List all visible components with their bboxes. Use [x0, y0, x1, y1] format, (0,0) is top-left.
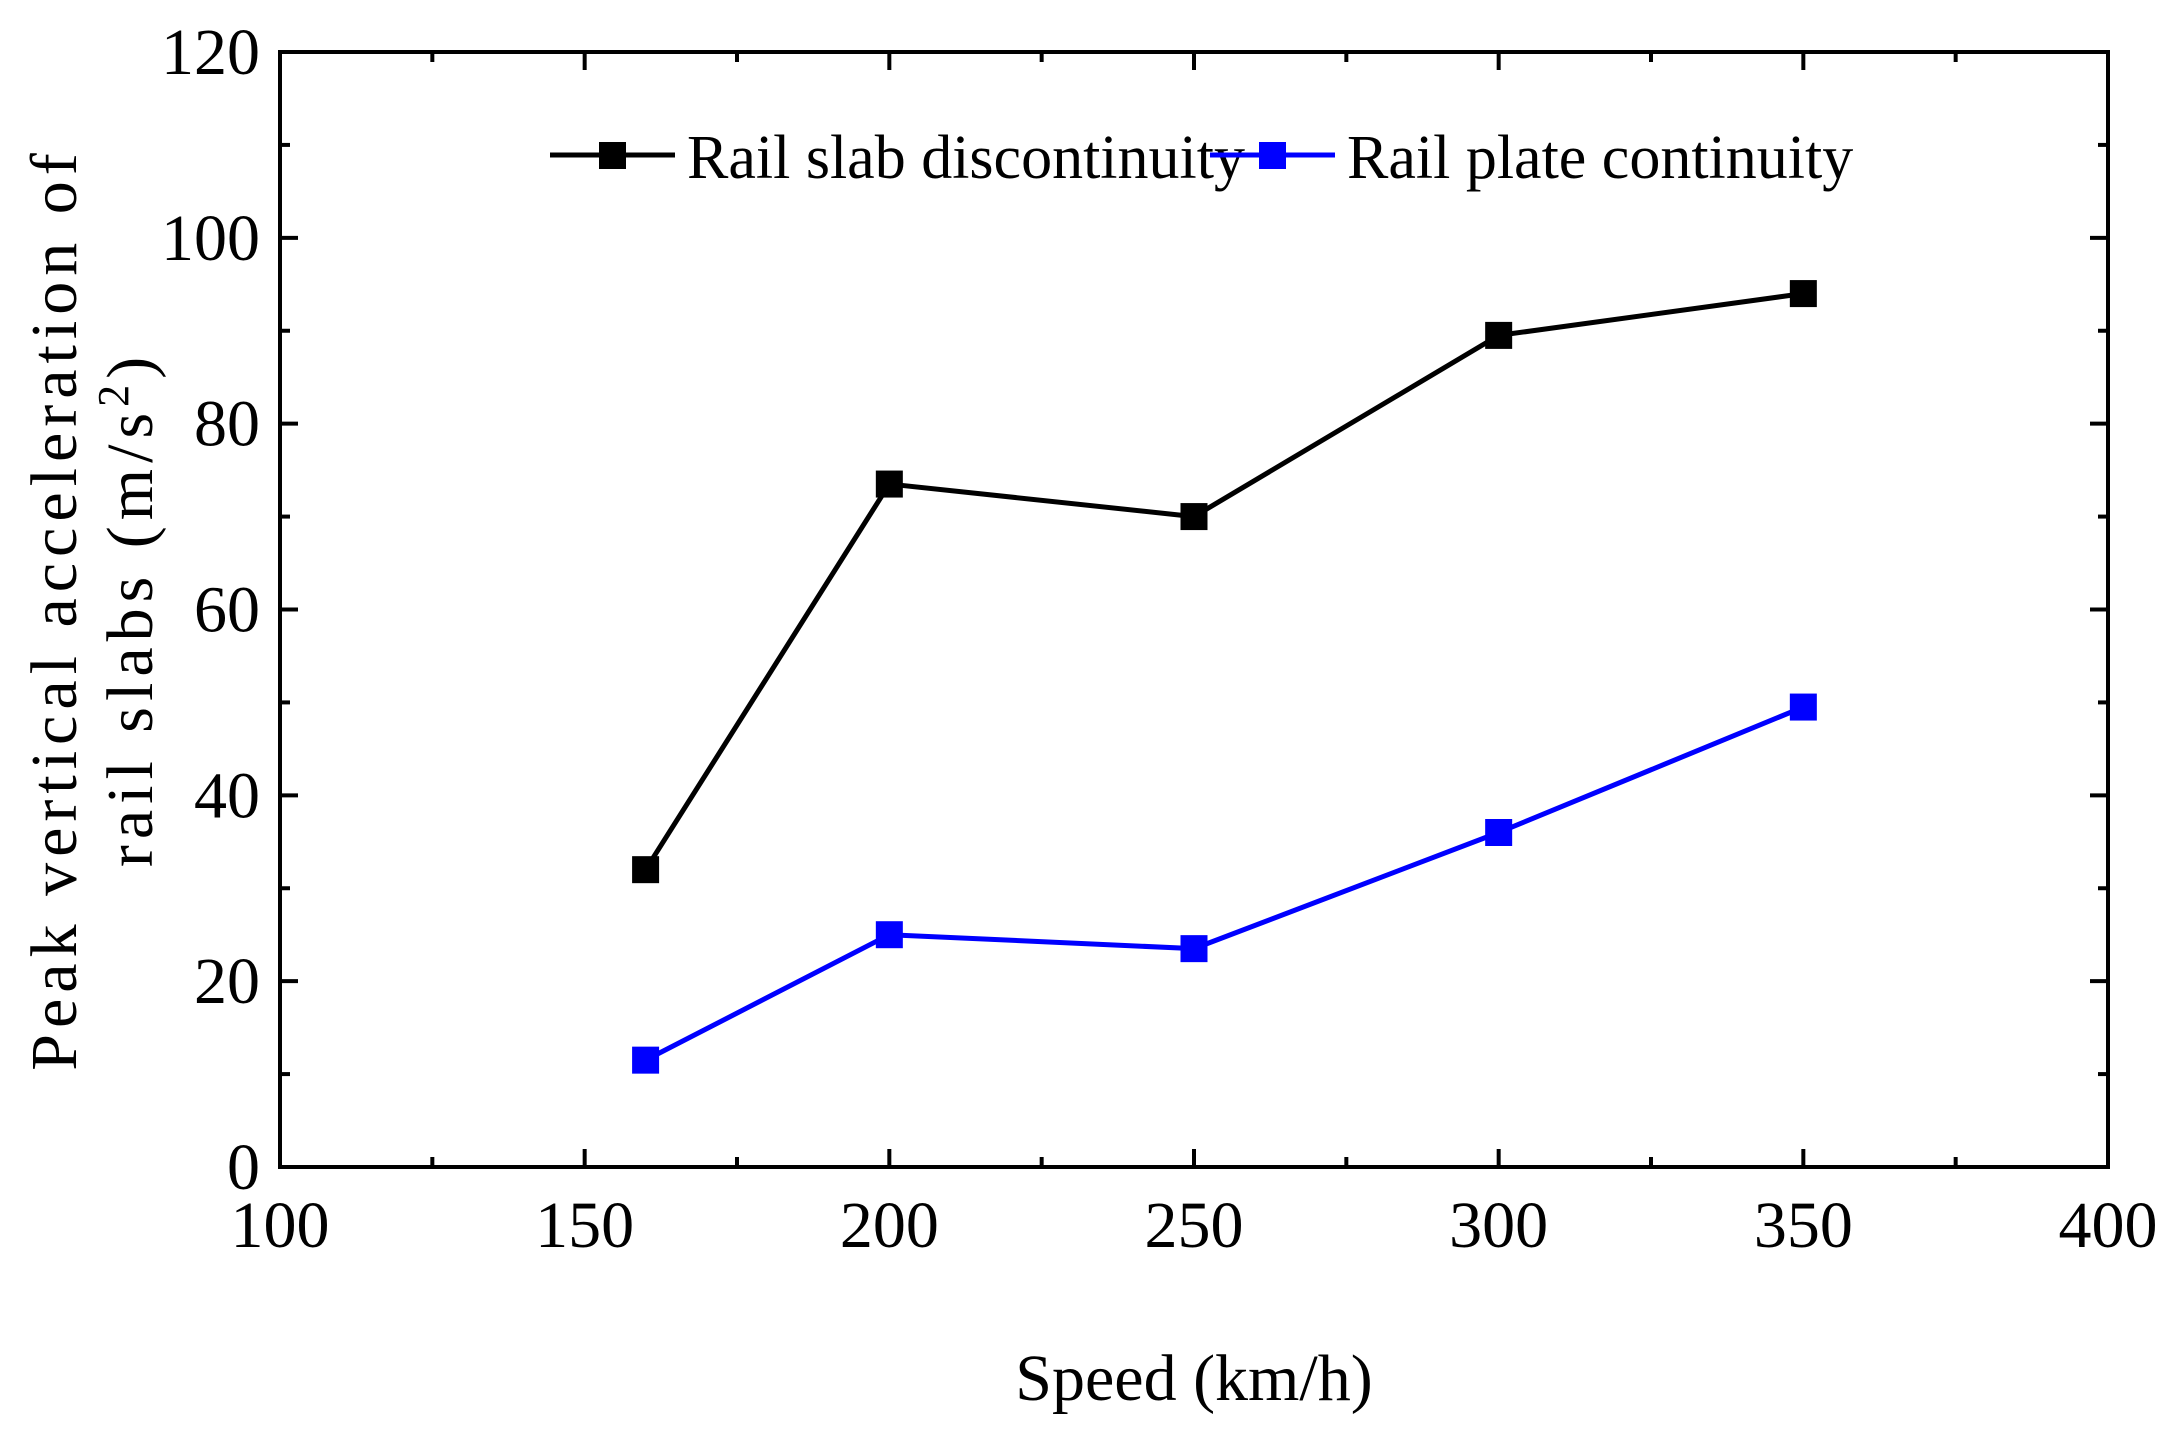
x-axis-title: Speed (km/h): [1015, 1342, 1372, 1415]
y-tick-label: 100: [161, 202, 260, 275]
y-axis-title-close: ): [94, 351, 167, 379]
plot-frame: [278, 50, 2110, 1169]
y-tick-label: 60: [194, 574, 260, 647]
legend-label-series-2: Rail plate continuity: [1347, 124, 1853, 192]
x-tick-label: 300: [1449, 1189, 1548, 1262]
series-line-2: [644, 704, 1805, 1063]
legend: Rail slab discontinuity Rail plate conti…: [550, 124, 1853, 192]
x-tick-label: 150: [535, 1189, 634, 1262]
legend-label-series-1: Rail slab discontinuity: [687, 124, 1245, 192]
axis-ticks: 100 150 200 250 300 350 400 0 20 40 60 80 100 120: [161, 16, 2158, 1262]
y-tick-label: 80: [194, 388, 260, 461]
y-tick-label: 0: [227, 1131, 260, 1204]
data-point-series-1: [1180, 503, 1208, 531]
data-point-series-1: [632, 856, 660, 884]
series-line-1: [643, 291, 1804, 872]
x-tick-label: 400: [2059, 1189, 2158, 1262]
x-tick-label: 100: [231, 1189, 330, 1262]
data-point-series-2: [632, 1046, 660, 1074]
data-point-series-2: [875, 921, 903, 949]
y-axis-title: Peak vertical acceleration of rail slabs…: [18, 147, 167, 1070]
y-axis-title-superscript: 2: [89, 379, 138, 407]
x-tick-label: 250: [1145, 1189, 1244, 1262]
y-axis-title-unit: rail slabs (m/s: [94, 407, 167, 867]
y-tick-label: 40: [194, 759, 260, 832]
data-point-series-1: [1485, 321, 1513, 349]
data-point-series-2: [1180, 935, 1208, 963]
x-tick-label: 200: [840, 1189, 939, 1262]
x-tick-label: 350: [1754, 1189, 1853, 1262]
data-point-series-1: [1789, 280, 1817, 308]
data-point-series-2: [1485, 819, 1513, 846]
y-axis-title-line-1: Peak vertical acceleration of: [18, 147, 91, 1070]
legend-marker-series-2: [1259, 142, 1286, 169]
data-point-series-1: [875, 470, 903, 498]
legend-marker-series-1: [599, 142, 626, 169]
series-layer: [632, 280, 1817, 1074]
y-tick-label: 120: [161, 16, 260, 89]
y-axis-title-line-2: rail slabs (m/s2): [89, 351, 167, 867]
data-point-series-2: [1789, 693, 1817, 721]
y-tick-label: 20: [194, 945, 260, 1018]
